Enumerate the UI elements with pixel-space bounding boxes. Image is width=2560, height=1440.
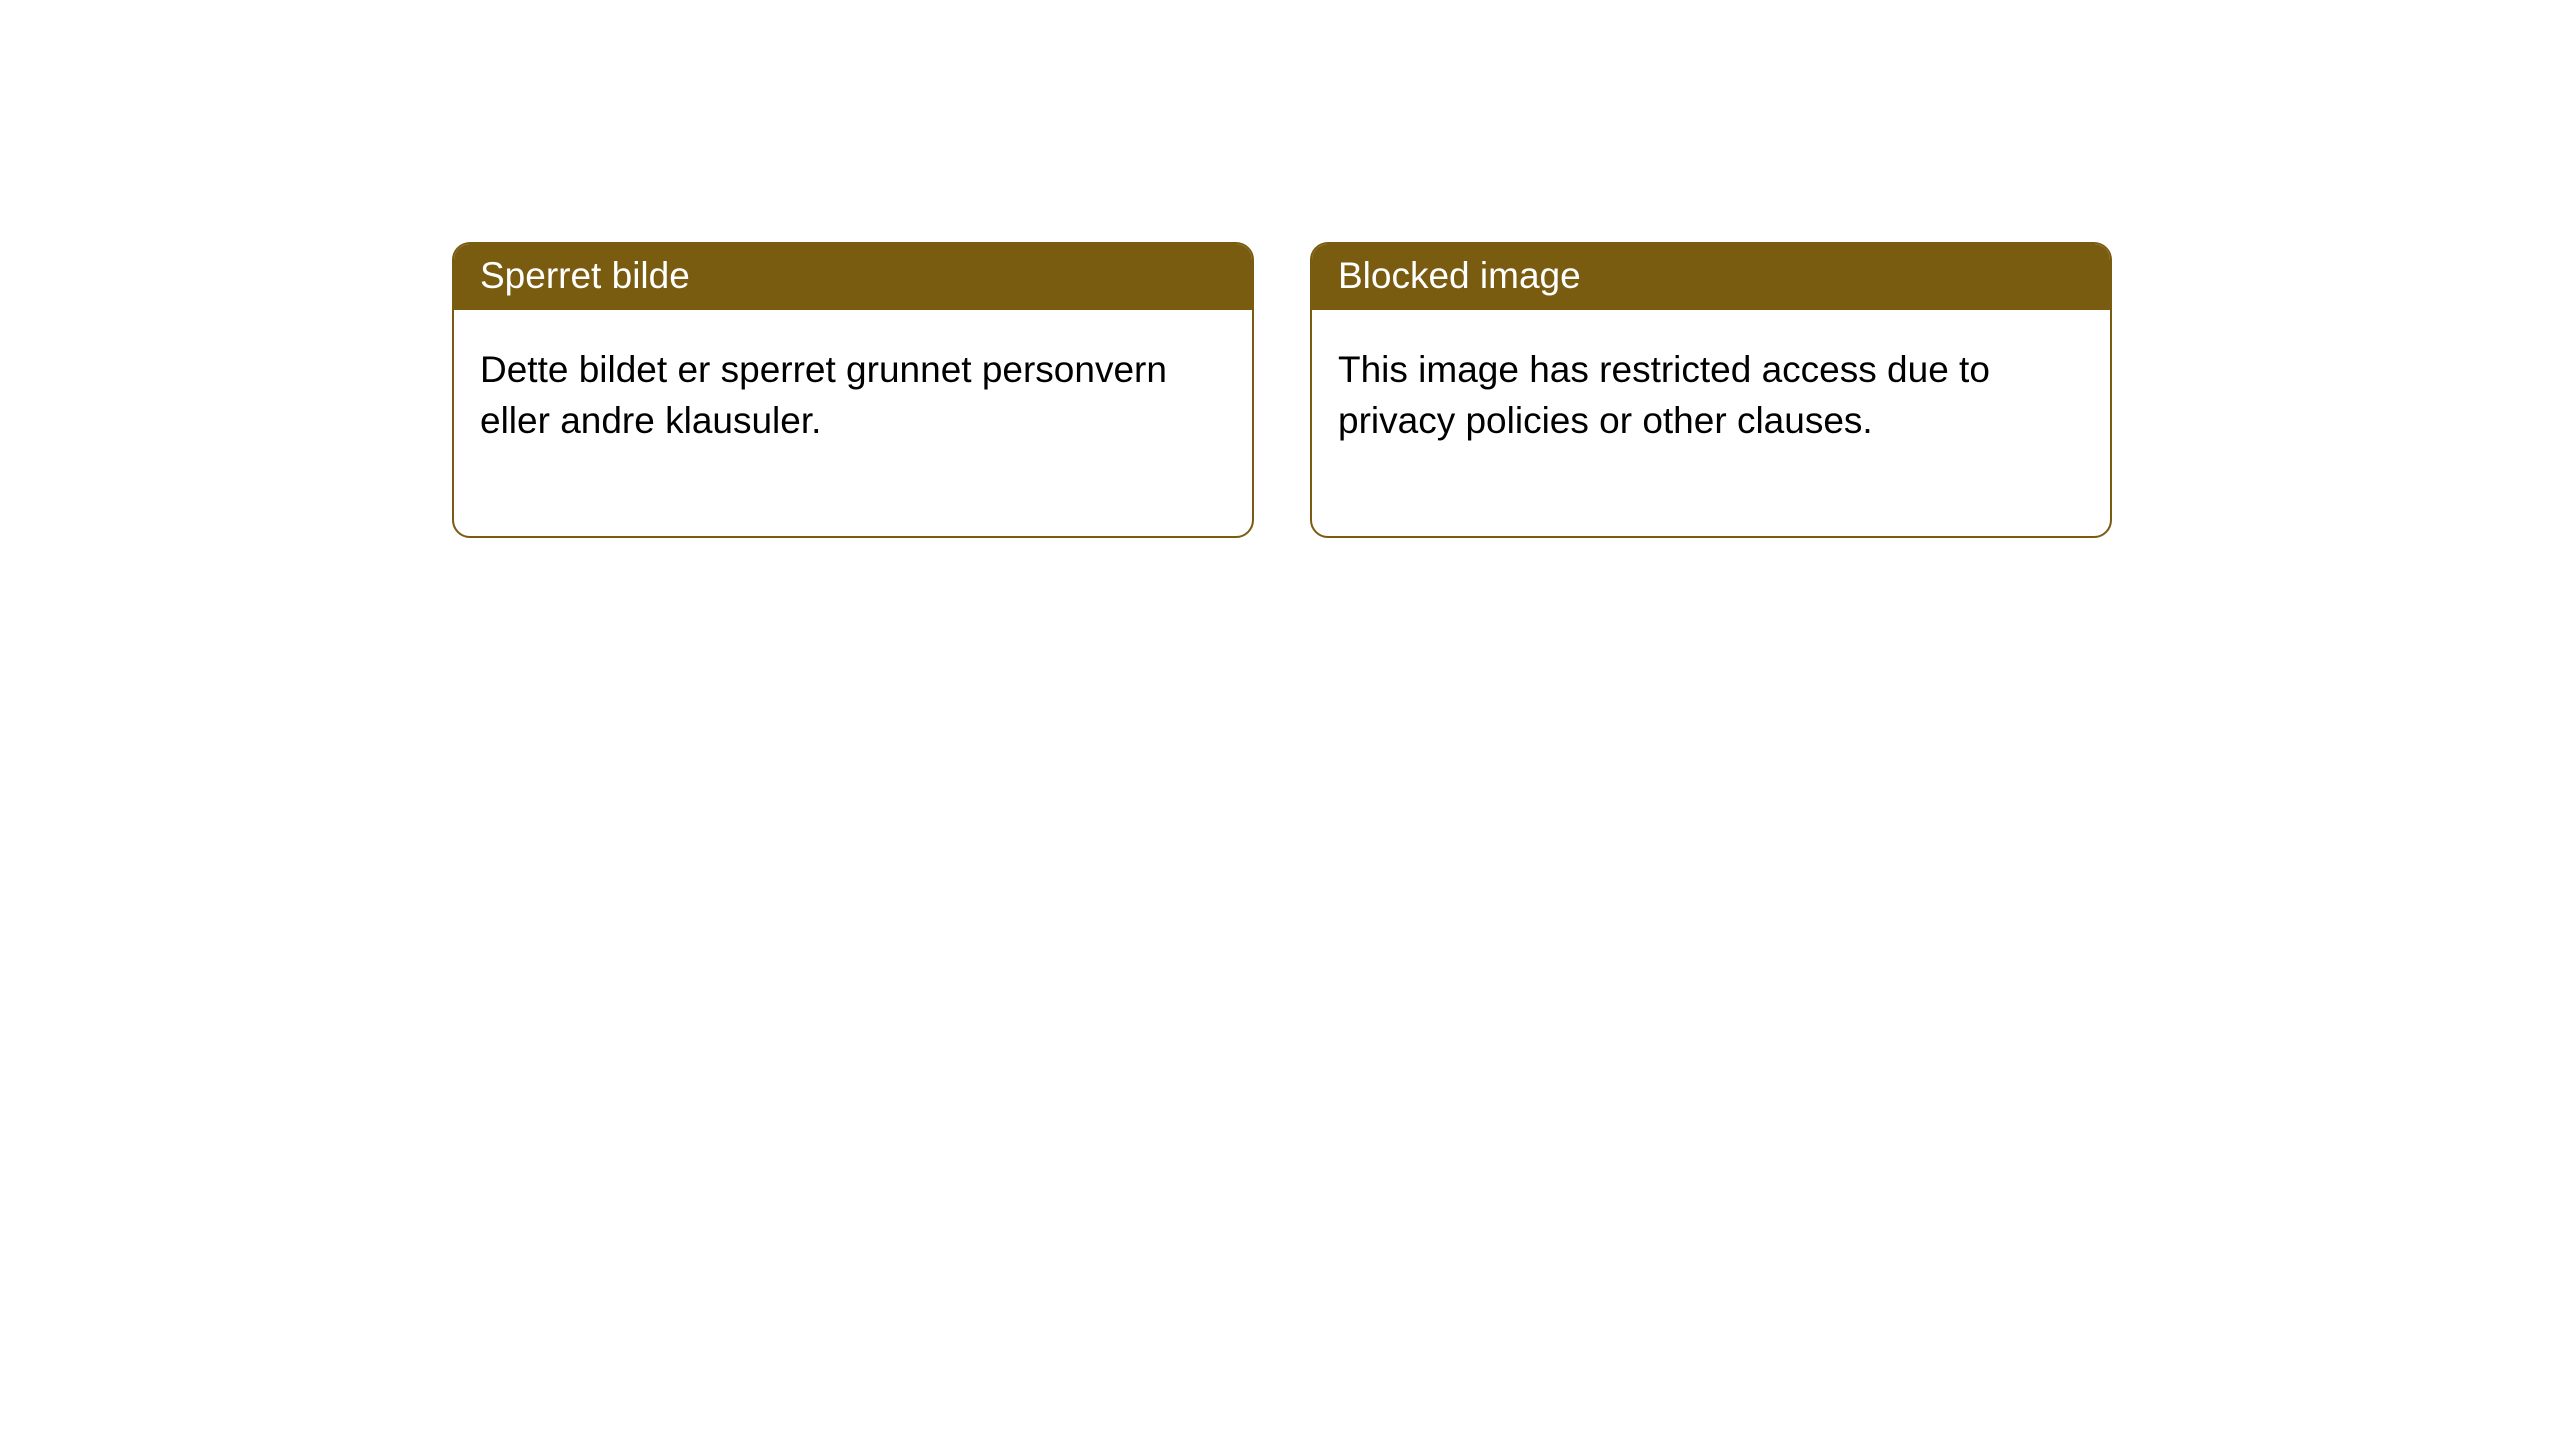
notice-card-english: Blocked image This image has restricted … <box>1310 242 2112 538</box>
notice-card-norwegian: Sperret bilde Dette bildet er sperret gr… <box>452 242 1254 538</box>
notice-body: Dette bildet er sperret grunnet personve… <box>454 310 1252 536</box>
notice-header: Sperret bilde <box>454 244 1252 310</box>
notice-header: Blocked image <box>1312 244 2110 310</box>
notice-body: This image has restricted access due to … <box>1312 310 2110 536</box>
notice-container: Sperret bilde Dette bildet er sperret gr… <box>0 0 2560 538</box>
